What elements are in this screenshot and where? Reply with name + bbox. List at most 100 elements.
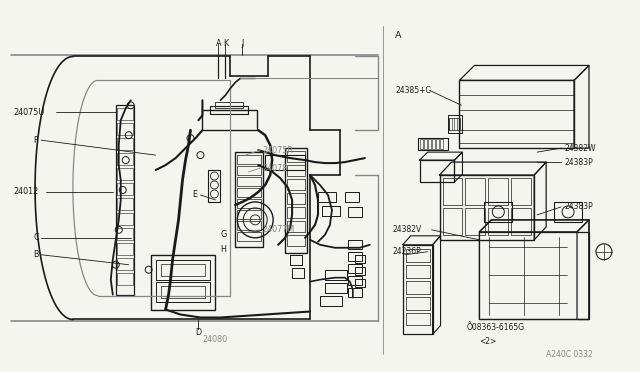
Bar (479, 232, 589, 320)
Bar (116, 273, 132, 285)
Bar (431, 139, 435, 149)
Bar (406, 280, 429, 294)
Text: Õ08363-6165G: Õ08363-6165G (467, 323, 525, 332)
Bar (318, 192, 336, 202)
Bar (355, 255, 365, 263)
Bar (116, 138, 132, 150)
Bar (320, 296, 342, 305)
Text: 24385+C: 24385+C (396, 86, 431, 95)
Text: A: A (395, 31, 401, 40)
Bar (237, 177, 261, 186)
Text: 24382V: 24382V (393, 225, 422, 234)
Text: F: F (33, 136, 38, 145)
Text: A240C 0332: A240C 0332 (546, 350, 593, 359)
Text: B: B (33, 250, 38, 259)
Text: <2>: <2> (479, 337, 497, 346)
Bar (116, 243, 132, 255)
Bar (428, 139, 431, 149)
Bar (237, 155, 261, 164)
Bar (290, 255, 302, 265)
Bar (116, 105, 134, 295)
Text: 24080: 24080 (203, 335, 228, 344)
Bar (420, 139, 422, 149)
Bar (488, 178, 508, 205)
Text: J: J (241, 39, 243, 48)
Bar (237, 232, 261, 241)
Bar (216, 102, 243, 108)
Bar (287, 221, 305, 232)
Bar (511, 178, 531, 205)
Bar (322, 206, 340, 216)
Bar (265, 155, 305, 170)
Bar (287, 165, 305, 176)
Bar (348, 252, 362, 261)
Bar (403, 245, 433, 334)
Bar (287, 207, 305, 218)
Bar (348, 264, 362, 273)
Text: 24075R: 24075R (262, 145, 293, 155)
Bar (348, 276, 362, 285)
Text: H: H (220, 245, 227, 254)
Text: 24382W: 24382W (564, 144, 596, 153)
Bar (285, 148, 307, 253)
Text: 24383P: 24383P (564, 158, 593, 167)
Bar (420, 160, 454, 182)
Bar (442, 208, 463, 235)
Text: D: D (195, 328, 202, 337)
Text: A: A (216, 39, 221, 48)
Bar (237, 210, 261, 219)
Bar (156, 260, 211, 280)
Bar (348, 207, 362, 217)
Text: 24078: 24078 (262, 164, 287, 173)
Bar (406, 249, 429, 262)
Bar (287, 179, 305, 190)
Bar (325, 270, 347, 280)
Bar (116, 123, 132, 135)
Text: K: K (223, 39, 228, 48)
Bar (355, 267, 365, 275)
Text: 24012: 24012 (13, 187, 38, 196)
Bar (292, 268, 304, 278)
Bar (237, 221, 261, 230)
Text: E: E (193, 190, 198, 199)
Bar (156, 282, 211, 302)
Bar (287, 151, 305, 162)
Text: 24383P: 24383P (564, 202, 593, 211)
Bar (116, 183, 132, 195)
Bar (116, 228, 132, 240)
Bar (345, 192, 359, 202)
Bar (287, 193, 305, 204)
Bar (440, 139, 442, 149)
Bar (116, 258, 132, 270)
Bar (237, 166, 261, 175)
Bar (236, 152, 263, 247)
Bar (202, 110, 257, 130)
Bar (460, 80, 574, 148)
Bar (116, 198, 132, 210)
Bar (418, 138, 447, 150)
Bar (161, 264, 205, 276)
Bar (116, 108, 132, 120)
Bar (424, 139, 427, 149)
Bar (447, 115, 463, 133)
Bar (442, 178, 463, 205)
Bar (150, 255, 216, 310)
Bar (209, 170, 220, 202)
Bar (287, 235, 305, 246)
Text: 24077M: 24077M (262, 225, 294, 234)
Bar (484, 202, 512, 222)
Bar (406, 296, 429, 310)
Bar (406, 265, 429, 278)
Bar (348, 288, 362, 296)
Bar (211, 106, 248, 114)
Bar (465, 178, 485, 205)
Bar (116, 213, 132, 225)
Bar (406, 312, 429, 326)
Text: 24075U: 24075U (13, 108, 45, 117)
Bar (325, 283, 347, 293)
Bar (116, 168, 132, 180)
Bar (161, 286, 205, 298)
Bar (449, 118, 460, 130)
Bar (436, 139, 438, 149)
Bar (488, 208, 508, 235)
